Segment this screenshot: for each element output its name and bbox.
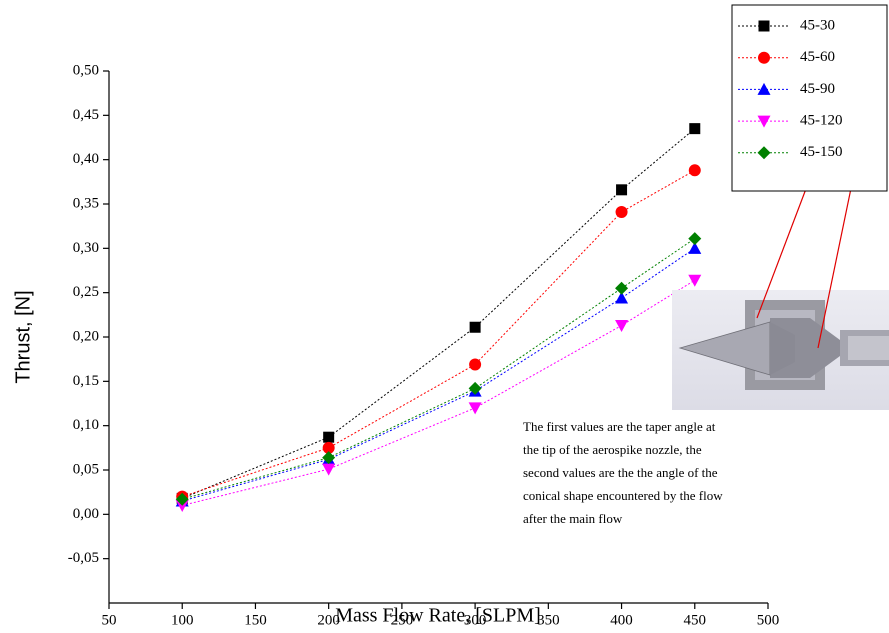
x-tick-label: 450 xyxy=(684,612,707,628)
x-tick-label: 50 xyxy=(102,612,117,628)
y-tick-label: -0,05 xyxy=(68,550,99,566)
annotation-line: after the main flow xyxy=(523,511,623,526)
legend-label: 45-150 xyxy=(800,144,843,160)
annotation: The first values are the taper angle at t… xyxy=(523,419,723,526)
annotation-line: the tip of the aerospike nozzle, the xyxy=(523,442,702,457)
chart: -0,05 0,00 0,05 0,10 0,15 0,20 0,25 0,30 0,35 0,4… xyxy=(0,0,889,633)
legend-label: 45-30 xyxy=(800,17,835,33)
x-tick-label: 100 xyxy=(171,612,194,628)
marker xyxy=(616,206,628,218)
legend-label: 45-60 xyxy=(800,49,835,65)
marker xyxy=(615,282,628,295)
marker xyxy=(688,275,701,287)
marker xyxy=(470,322,481,333)
marker xyxy=(323,432,334,443)
marker xyxy=(688,232,701,245)
nozzle-image xyxy=(672,169,889,410)
x-tick-label: 400 xyxy=(610,612,633,628)
x-axis-label: Mass Flow Rate, [SLPM] xyxy=(335,605,541,627)
annotation-line: conical shape encountered by the flow xyxy=(523,488,723,503)
annotation-line: second values are the the angle of the xyxy=(523,465,718,480)
y-axis-label: Thrust, [N] xyxy=(12,290,34,383)
marker xyxy=(689,164,701,176)
y-tick-label: 0,25 xyxy=(73,284,99,300)
legend-label: 45-120 xyxy=(800,113,843,129)
y-tick-label: 0,40 xyxy=(73,151,99,167)
marker xyxy=(616,184,627,195)
marker xyxy=(758,52,770,64)
y-tick-label: 0,10 xyxy=(73,417,99,433)
marker xyxy=(469,358,481,370)
y-tick-label: 0,15 xyxy=(73,373,99,389)
marker xyxy=(759,21,770,32)
y-tick-label: 0,30 xyxy=(73,240,99,256)
legend-label: 45-90 xyxy=(800,81,835,97)
y-tick-label: 0,50 xyxy=(73,62,99,78)
series-line xyxy=(182,239,695,500)
marker xyxy=(615,320,628,332)
y-tick-label: 0,05 xyxy=(73,461,99,477)
y-tick-label: 0,45 xyxy=(73,107,99,123)
x-tick-label: 500 xyxy=(757,612,780,628)
y-tick-label: 0,35 xyxy=(73,195,99,211)
y-tick-label: 0,00 xyxy=(73,506,99,522)
marker xyxy=(322,464,335,476)
annotation-line: The first values are the taper angle at xyxy=(523,419,716,434)
marker xyxy=(469,402,482,414)
y-tick-label: 0,20 xyxy=(73,328,99,344)
marker xyxy=(689,123,700,134)
x-tick-label: 150 xyxy=(244,612,267,628)
